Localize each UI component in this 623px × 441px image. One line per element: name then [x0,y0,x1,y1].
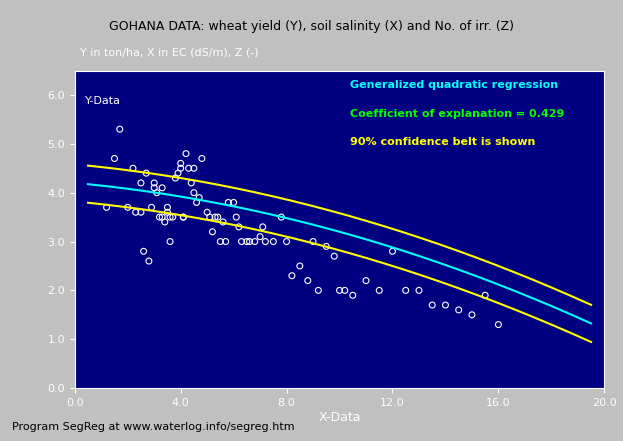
Point [340,287,350,294]
Point [202,209,212,216]
Point [401,287,411,294]
X-axis label: X-Data: X-Data [318,411,361,423]
Point [173,170,183,177]
Point [374,287,384,294]
Point [136,209,146,216]
Point [131,209,141,216]
Point [287,272,297,279]
Point [176,165,186,172]
Point [184,165,194,172]
Point [276,213,286,220]
Point [218,218,228,225]
Point [414,287,424,294]
Point [212,213,223,220]
Point [258,223,268,230]
Point [237,238,247,245]
Point [138,248,148,255]
Point [146,204,156,211]
Point [207,228,217,235]
Point [155,213,164,220]
Point [295,262,305,269]
Point [128,165,138,172]
Point [168,213,178,220]
Point [163,209,173,216]
Text: 90% confidence belt is shown: 90% confidence belt is shown [350,137,536,147]
Point [480,292,490,299]
Point [194,194,204,201]
Point [150,179,159,187]
Point [210,213,220,220]
Point [178,213,188,220]
Point [157,184,167,191]
Text: Y in ton/ha, X in EC (dS/m), Z (-): Y in ton/ha, X in EC (dS/m), Z (-) [80,48,259,58]
Point [163,204,173,211]
Point [427,302,437,309]
Point [454,306,464,314]
Point [348,292,358,299]
Point [388,248,397,255]
Point [221,238,231,245]
Point [440,302,450,309]
Point [329,253,339,260]
Point [467,311,477,318]
Point [186,179,196,187]
Point [141,170,151,177]
Point [205,213,215,220]
Point [189,189,199,196]
Point [231,213,241,220]
Point [197,155,207,162]
Point [493,321,503,328]
Point [250,238,260,245]
Point [308,238,318,245]
Point [335,287,345,294]
Point [255,233,265,240]
Point [269,238,278,245]
Point [229,199,239,206]
Point [136,179,146,187]
Point [181,150,191,157]
Point [123,204,133,211]
Point [223,199,233,206]
Point [303,277,313,284]
Text: Y-Data: Y-Data [85,96,121,106]
Point [178,213,188,220]
Point [144,258,154,265]
Point [115,126,125,133]
Point [102,204,112,211]
Point [260,238,270,245]
Point [216,238,226,245]
Point [244,238,254,245]
Point [165,238,175,245]
Point [321,243,331,250]
Text: Coefficient of explanation = 0.429: Coefficient of explanation = 0.429 [350,108,564,119]
Point [191,199,201,206]
Point [242,238,252,245]
Point [189,165,199,172]
Text: GOHANA DATA: wheat yield (Y), soil salinity (X) and No. of irr. (Z): GOHANA DATA: wheat yield (Y), soil salin… [109,20,514,33]
Point [159,218,169,225]
Text: Generalized quadratic regression: Generalized quadratic regression [350,80,558,90]
Point [170,175,181,182]
Point [234,223,244,230]
Text: Program SegReg at www.waterlog.info/segreg.htm: Program SegReg at www.waterlog.info/segr… [12,422,295,432]
Point [282,238,292,245]
Point [176,160,186,167]
Point [150,184,159,191]
Point [361,277,371,284]
Point [152,189,162,196]
Point [157,213,167,220]
Point [110,155,120,162]
Point [313,287,323,294]
Point [165,213,175,220]
